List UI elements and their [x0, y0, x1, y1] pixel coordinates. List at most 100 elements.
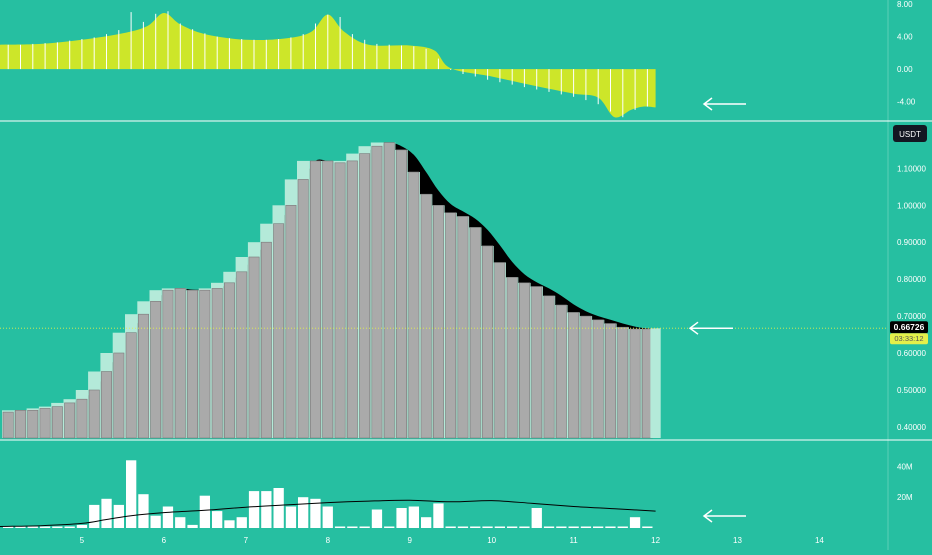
price-current-bar[interactable] — [650, 328, 661, 438]
volume-bar[interactable] — [39, 526, 51, 529]
price-bar[interactable] — [297, 179, 309, 439]
price-bar[interactable] — [260, 241, 272, 439]
volume-bar[interactable] — [347, 526, 358, 529]
price-bar[interactable] — [494, 262, 506, 439]
price-bar[interactable] — [211, 288, 223, 439]
price-bar[interactable] — [543, 295, 555, 439]
price-bar[interactable] — [531, 286, 543, 439]
volume-bar[interactable] — [384, 526, 395, 529]
volume-bar[interactable] — [371, 509, 383, 529]
price-bar[interactable] — [469, 227, 481, 439]
price-bar[interactable] — [101, 371, 113, 439]
volume-bar[interactable] — [298, 497, 309, 528]
volume-bar[interactable] — [236, 517, 247, 528]
price-bar[interactable] — [555, 304, 567, 439]
price-bar[interactable] — [273, 223, 285, 439]
volume-bar[interactable] — [568, 526, 579, 529]
price-bar[interactable] — [285, 205, 297, 439]
price-bar[interactable] — [174, 288, 186, 439]
volume-bar[interactable] — [507, 526, 518, 529]
volume-bar[interactable] — [445, 526, 456, 529]
volume-bar[interactable] — [629, 517, 641, 528]
price-bar[interactable] — [15, 409, 26, 439]
price-bar[interactable] — [518, 282, 530, 439]
price-bar[interactable] — [432, 205, 444, 439]
price-bar[interactable] — [39, 408, 51, 439]
volume-bar[interactable] — [175, 517, 186, 528]
price-bar[interactable] — [371, 145, 383, 439]
volume-bar[interactable] — [273, 488, 284, 528]
price-bar[interactable] — [506, 276, 518, 439]
volume-bar[interactable] — [76, 524, 88, 528]
price-bar[interactable] — [383, 142, 395, 439]
volume-bar[interactable] — [457, 526, 469, 529]
price-bar[interactable] — [248, 256, 260, 439]
price-bar[interactable] — [322, 160, 334, 439]
price-bar[interactable] — [162, 289, 174, 439]
volume-bar[interactable] — [52, 526, 63, 529]
volume-bar[interactable] — [138, 494, 149, 528]
volume-bar[interactable] — [322, 506, 333, 529]
price-bar[interactable] — [396, 149, 407, 439]
volume-bar[interactable] — [285, 506, 297, 529]
price-bar[interactable] — [27, 409, 39, 439]
price-bar[interactable] — [187, 289, 198, 439]
volume-bar[interactable] — [126, 460, 137, 528]
volume-bar[interactable] — [224, 520, 235, 528]
price-bar[interactable] — [138, 313, 149, 439]
volume-bar[interactable] — [3, 526, 14, 529]
volume-bar[interactable] — [89, 504, 100, 528]
price-bar[interactable] — [580, 315, 592, 439]
price-bar[interactable] — [150, 300, 162, 439]
price-bar[interactable] — [457, 216, 469, 439]
volume-bar[interactable] — [642, 526, 653, 529]
price-bar[interactable] — [88, 389, 100, 439]
price-bar[interactable] — [224, 282, 235, 439]
price-bar[interactable] — [592, 319, 604, 439]
price-bar[interactable] — [199, 289, 211, 439]
volume-bar[interactable] — [556, 526, 567, 529]
volume-bar[interactable] — [261, 491, 272, 528]
volume-bar[interactable] — [470, 526, 481, 529]
volume-bar[interactable] — [359, 526, 370, 529]
volume-bar[interactable] — [199, 495, 210, 528]
volume-bar[interactable] — [187, 524, 198, 528]
volume-bar[interactable] — [310, 498, 321, 528]
price-bar[interactable] — [236, 271, 248, 439]
price-bar[interactable] — [51, 406, 63, 439]
volume-bar[interactable] — [27, 526, 38, 529]
volume-bar[interactable] — [162, 506, 174, 529]
volume-bar[interactable] — [617, 526, 628, 529]
price-bar[interactable] — [420, 193, 432, 439]
currency-badge[interactable] — [893, 125, 927, 142]
volume-bar[interactable] — [433, 503, 444, 528]
volume-bar[interactable] — [101, 498, 112, 528]
price-bar[interactable] — [346, 160, 358, 439]
volume-bar[interactable] — [421, 517, 432, 528]
price-bar[interactable] — [125, 332, 137, 439]
volume-bar[interactable] — [580, 526, 592, 529]
currency-label[interactable]: USDT — [899, 130, 921, 139]
volume-bar[interactable] — [494, 526, 505, 529]
volume-bar[interactable] — [113, 504, 124, 528]
price-bar[interactable] — [2, 411, 14, 439]
price-bar[interactable] — [359, 153, 371, 439]
price-bar[interactable] — [64, 402, 76, 439]
price-bar[interactable] — [445, 212, 457, 439]
volume-bar[interactable] — [531, 508, 542, 528]
volume-bar[interactable] — [15, 526, 26, 529]
volume-bar[interactable] — [212, 511, 223, 528]
price-bar[interactable] — [76, 398, 88, 439]
volume-bar[interactable] — [543, 526, 555, 529]
volume-bar[interactable] — [605, 526, 616, 529]
price-bar[interactable] — [617, 326, 629, 439]
volume-bar[interactable] — [64, 526, 75, 529]
volume-bar[interactable] — [334, 526, 346, 529]
price-bar[interactable] — [629, 328, 641, 439]
price-bar[interactable] — [113, 352, 125, 439]
volume-bar[interactable] — [150, 515, 161, 528]
volume-bar[interactable] — [519, 526, 530, 529]
volume-bar[interactable] — [248, 491, 260, 528]
